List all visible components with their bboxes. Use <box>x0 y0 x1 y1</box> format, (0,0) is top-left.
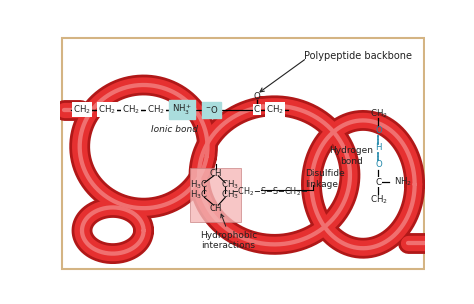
Text: O: O <box>375 126 382 135</box>
Text: $^{-}$O: $^{-}$O <box>205 104 218 115</box>
Text: CH$_2$: CH$_2$ <box>122 103 140 116</box>
FancyBboxPatch shape <box>190 168 241 222</box>
Text: CH$_2$: CH$_2$ <box>98 103 116 116</box>
Text: NH$_2$: NH$_2$ <box>394 176 412 188</box>
Text: Ionic bond: Ionic bond <box>151 125 198 134</box>
Text: C: C <box>254 105 260 114</box>
Text: H: H <box>375 143 382 152</box>
Text: Hydrophobic
interactions: Hydrophobic interactions <box>200 230 257 250</box>
Text: O: O <box>375 160 382 169</box>
Text: H$_3$C: H$_3$C <box>190 189 208 201</box>
Text: C: C <box>375 178 382 187</box>
Text: CH$_3$: CH$_3$ <box>221 189 239 201</box>
Text: Polypeptide backbone: Polypeptide backbone <box>304 51 412 61</box>
Text: CH$_3$: CH$_3$ <box>221 179 239 191</box>
Text: Hydrogen
bond: Hydrogen bond <box>329 146 374 166</box>
Text: O: O <box>254 92 260 101</box>
Text: CH$_2$: CH$_2$ <box>370 107 387 120</box>
Text: CH: CH <box>210 204 222 213</box>
Text: CH$_2$: CH$_2$ <box>73 103 91 116</box>
Text: CH$_2$: CH$_2$ <box>370 193 387 206</box>
Text: CH$_2$: CH$_2$ <box>266 103 284 116</box>
Text: Disulfide
linkage: Disulfide linkage <box>305 169 345 188</box>
Text: NH$_3^+$: NH$_3^+$ <box>172 102 192 117</box>
Text: CH$_2$: CH$_2$ <box>147 103 165 116</box>
Text: $\mathbf{-}$CH$_2\mathbf{-}$S$\mathbf{-}$S$\mathbf{-}$CH$_2\mathbf{-}$: $\mathbf{-}$CH$_2\mathbf{-}$S$\mathbf{-}… <box>231 186 309 198</box>
Text: CH: CH <box>210 169 222 178</box>
Text: H$_3$C: H$_3$C <box>190 179 208 191</box>
